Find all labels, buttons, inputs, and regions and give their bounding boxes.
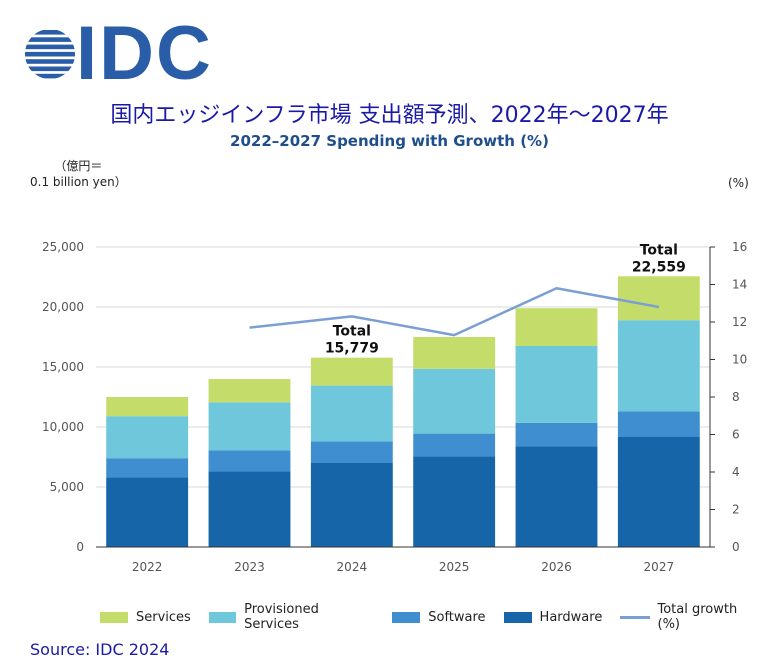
x-tick-label-2024: 2024 — [337, 560, 368, 574]
globe-stripe — [27, 66, 73, 72]
bar-software-2027 — [617, 411, 700, 437]
left-axis-unit-line1: （億円＝ — [54, 159, 103, 173]
x-tick-label-2023: 2023 — [234, 560, 265, 574]
legend-swatch-software — [392, 611, 421, 623]
globe-stripe — [27, 37, 73, 42]
y-left-tick-label: 20,000 — [42, 300, 84, 314]
legend-label-services: Services — [136, 609, 191, 625]
right-axis-unit: (%) — [728, 176, 749, 190]
globe-stripe — [25, 44, 75, 50]
bar-software-2026 — [515, 422, 598, 447]
legend-swatch-growth — [620, 615, 650, 619]
tick-labels: 0 5,000 10,000 15,000 20,000 25,000 0 2 4 6 8 10 12 1… — [42, 240, 747, 574]
chart-title-jp: 国内エッジインフラ市場 支出額予測、2022年～2027年 — [110, 103, 669, 128]
growth-line — [249, 287, 660, 337]
bar-services-2024 — [310, 357, 393, 386]
annotation-total-label-2024: Total — [333, 324, 371, 340]
y-right-tick-label: 0 — [732, 540, 740, 554]
bar-services-2026 — [515, 308, 598, 346]
legend-label-hardware: Hardware — [539, 609, 603, 625]
annotation-total-value-2024: 15,779 — [325, 341, 379, 357]
x-tick-label-2025: 2025 — [439, 560, 470, 574]
source-note: Source: IDC 2024 — [30, 640, 170, 659]
bar-software-2025 — [413, 433, 496, 457]
y-right-tick-label: 6 — [732, 428, 740, 442]
bar-hardware-2026 — [515, 446, 598, 547]
legend-label-software: Software — [428, 609, 486, 625]
y-right-tick-label: 4 — [732, 465, 740, 479]
legend-item-hardware: Hardware — [503, 609, 603, 625]
bar-provisioned-2026 — [515, 346, 598, 423]
bar-services-2023 — [208, 379, 291, 403]
legend-swatch-provisioned — [208, 611, 237, 623]
y-right-tick-label: 12 — [732, 315, 747, 329]
bar-hardware-2025 — [413, 456, 496, 547]
bar-software-2022 — [106, 458, 189, 478]
legend-item-provisioned: Provisioned Services — [208, 602, 374, 632]
bar-hardware-2022 — [106, 477, 189, 547]
x-tick-label-2026: 2026 — [541, 560, 572, 574]
globe-stripe — [25, 59, 75, 64]
left-axis-unit: （億円＝ 0.1 billion yen） — [30, 158, 127, 190]
y-left-tick-label: 5,000 — [50, 480, 84, 494]
bar-services-2025 — [413, 337, 496, 369]
globe-stripe — [32, 30, 68, 35]
y-right-tick-label: 2 — [732, 503, 740, 517]
legend-swatch-services — [100, 611, 128, 623]
y-right-tick-label: 16 — [732, 240, 747, 254]
bar-hardware-2023 — [208, 471, 291, 547]
legend-item-services: Services — [100, 610, 191, 625]
y-right-tick-label: 14 — [732, 278, 747, 292]
bar-software-2023 — [208, 450, 291, 472]
bar-provisioned-2025 — [413, 368, 496, 434]
chart-subtitle-en: 2022–2027 Spending with Growth (%) — [230, 132, 549, 150]
idc-logo: IDC — [24, 16, 213, 92]
growth-line-group — [249, 287, 660, 337]
bar-hardware-2024 — [310, 463, 393, 547]
y-left-tick-label: 10,000 — [42, 420, 84, 434]
idc-logo-text: IDC — [76, 11, 213, 96]
bar-hardware-2027 — [617, 436, 700, 547]
legend-swatch-hardware — [503, 611, 532, 623]
bar-provisioned-2023 — [208, 402, 291, 451]
bar-provisioned-2022 — [106, 416, 189, 459]
bar-services-2027 — [617, 276, 700, 321]
bar-provisioned-2027 — [617, 320, 700, 412]
x-tick-label-2027: 2027 — [644, 560, 675, 574]
globe-stripe — [25, 51, 75, 57]
gridlines — [96, 246, 710, 488]
legend-item-software: Software — [392, 609, 486, 625]
annotation-total-value-2027: 22,559 — [632, 259, 686, 275]
legend: Services Provisioned Services Software H… — [100, 602, 779, 632]
y-right-tick-label: 8 — [732, 390, 740, 404]
legend-label-growth: Total growth (%) — [657, 602, 738, 632]
y-left-tick-label: 15,000 — [42, 360, 84, 374]
bars — [106, 276, 700, 547]
left-axis-unit-line2: 0.1 billion yen） — [30, 175, 127, 189]
y-right-tick-label: 10 — [732, 353, 747, 367]
y-left-tick-label: 25,000 — [42, 240, 84, 254]
bar-services-2022 — [106, 397, 189, 417]
bar-software-2024 — [310, 441, 393, 463]
stacked-bar-chart: 0 5,000 10,000 15,000 20,000 25,000 0 2 4 6 8 10 12 1… — [42, 240, 747, 574]
axes — [96, 246, 715, 548]
y-left-tick-label: 0 — [76, 540, 84, 554]
legend-label-provisioned: Provisioned Services — [244, 602, 319, 632]
x-tick-label-2022: 2022 — [132, 560, 163, 574]
idc-globe-icon — [25, 30, 75, 79]
globe-stripe — [32, 73, 68, 79]
legend-item-growth: Total growth (%) — [620, 602, 761, 632]
bar-provisioned-2024 — [310, 385, 393, 442]
annotation-total-label-2027: Total — [640, 242, 678, 258]
